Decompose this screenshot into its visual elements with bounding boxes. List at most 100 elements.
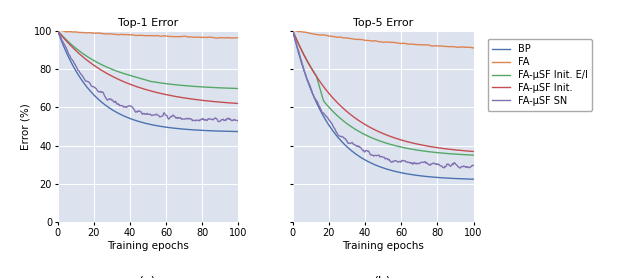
- FA-μSF Init. E/I: [164, 82, 172, 86]
- Title: Top-5 Error: Top-5 Error: [353, 18, 413, 28]
- FA-μSF Init. E/I: [54, 29, 62, 33]
- BP: [161, 125, 169, 129]
- FA-μSF Init.: [470, 150, 477, 153]
- FA: [396, 42, 404, 45]
- FA-μSF SN: [235, 119, 243, 122]
- FA: [206, 36, 214, 39]
- Title: Top-1 Error: Top-1 Error: [118, 18, 178, 28]
- FA: [54, 29, 61, 32]
- Line: FA-μSF SN: FA-μSF SN: [292, 30, 474, 168]
- FA-μSF Init. E/I: [470, 153, 477, 157]
- Text: (a): (a): [140, 276, 157, 278]
- Line: FA: FA: [58, 30, 239, 38]
- FA-μSF Init. E/I: [289, 30, 297, 34]
- BP: [54, 29, 61, 32]
- FA-μSF Init. E/I: [206, 86, 214, 89]
- FA-μSF Init.: [399, 139, 407, 142]
- BP: [289, 31, 297, 35]
- BP: [206, 129, 214, 132]
- FA-μSF Init. E/I: [161, 82, 168, 85]
- FA-μSF SN: [54, 29, 61, 32]
- FA-μSF Init. E/I: [397, 145, 404, 148]
- FA: [399, 42, 407, 45]
- FA-μSF Init. E/I: [161, 82, 169, 85]
- FA-μSF SN: [164, 117, 172, 120]
- BP: [289, 29, 296, 32]
- Line: BP: BP: [58, 31, 239, 131]
- Line: FA-μSF Init. E/I: FA-μSF Init. E/I: [58, 31, 239, 88]
- FA-μSF SN: [289, 31, 297, 34]
- FA-μSF Init.: [54, 29, 61, 32]
- FA: [161, 34, 168, 38]
- FA: [164, 35, 172, 38]
- FA-μSF Init. E/I: [453, 153, 461, 156]
- BP: [453, 177, 461, 180]
- FA-μSF Init.: [396, 138, 404, 141]
- FA: [289, 29, 296, 32]
- FA-μSF SN: [161, 113, 169, 116]
- FA-μSF SN: [214, 120, 222, 123]
- FA: [218, 36, 226, 39]
- FA-μSF SN: [399, 159, 407, 163]
- FA: [289, 29, 297, 32]
- Line: FA-μSF Init. E/I: FA-μSF Init. E/I: [292, 31, 474, 155]
- FA: [453, 46, 461, 49]
- FA-μSF Init. E/I: [218, 86, 225, 90]
- FA-μSF SN: [161, 112, 168, 115]
- FA-μSF Init. E/I: [396, 145, 404, 148]
- FA: [442, 45, 449, 48]
- FA-μSF Init.: [161, 93, 168, 96]
- Line: FA-μSF Init.: FA-μSF Init.: [292, 31, 474, 152]
- FA-μSF Init.: [164, 93, 172, 97]
- FA-μSF SN: [289, 28, 296, 32]
- FA-μSF SN: [456, 166, 463, 170]
- Y-axis label: Error (%): Error (%): [21, 103, 31, 150]
- FA-μSF Init.: [161, 93, 169, 96]
- FA: [54, 29, 62, 32]
- FA-μSF Init.: [54, 30, 62, 33]
- FA-μSF Init.: [218, 101, 225, 104]
- BP: [54, 31, 62, 34]
- FA-μSF Init.: [289, 30, 297, 34]
- FA-μSF Init. E/I: [235, 87, 243, 90]
- Text: (b): (b): [374, 276, 392, 278]
- BP: [164, 126, 172, 129]
- FA-μSF Init.: [397, 138, 404, 142]
- FA-μSF Init. E/I: [289, 29, 296, 32]
- FA: [470, 46, 477, 50]
- Line: BP: BP: [292, 31, 474, 179]
- X-axis label: Training epochs: Training epochs: [342, 241, 424, 251]
- FA-μSF Init. E/I: [399, 146, 407, 149]
- BP: [218, 130, 225, 133]
- FA-μSF Init. E/I: [54, 29, 61, 32]
- X-axis label: Training epochs: Training epochs: [107, 241, 189, 251]
- BP: [396, 171, 404, 174]
- FA: [235, 36, 243, 39]
- FA-μSF Init. E/I: [442, 152, 449, 155]
- Line: FA: FA: [292, 30, 474, 48]
- FA-μSF Init.: [442, 147, 449, 150]
- BP: [397, 171, 404, 174]
- Line: FA-μSF Init.: FA-μSF Init.: [58, 31, 239, 103]
- BP: [399, 172, 407, 175]
- FA-μSF Init.: [453, 148, 461, 152]
- FA-μSF SN: [397, 160, 404, 164]
- FA: [397, 42, 404, 45]
- BP: [470, 178, 477, 181]
- FA-μSF Init.: [235, 102, 243, 105]
- FA-μSF Init.: [206, 100, 214, 103]
- FA-μSF SN: [470, 164, 477, 167]
- FA: [161, 34, 169, 38]
- BP: [442, 176, 449, 180]
- BP: [161, 125, 168, 129]
- FA-μSF SN: [442, 165, 449, 168]
- FA-μSF SN: [218, 118, 226, 121]
- BP: [235, 130, 243, 133]
- FA-μSF Init.: [289, 29, 296, 32]
- FA-μSF SN: [206, 118, 214, 121]
- FA-μSF SN: [396, 160, 404, 163]
- FA: [214, 36, 221, 40]
- FA-μSF SN: [54, 30, 62, 34]
- Legend: BP, FA, FA-μSF Init. E/I, FA-μSF Init., FA-μSF SN: BP, FA, FA-μSF Init. E/I, FA-μSF Init., …: [488, 39, 593, 111]
- Line: FA-μSF SN: FA-μSF SN: [58, 31, 239, 122]
